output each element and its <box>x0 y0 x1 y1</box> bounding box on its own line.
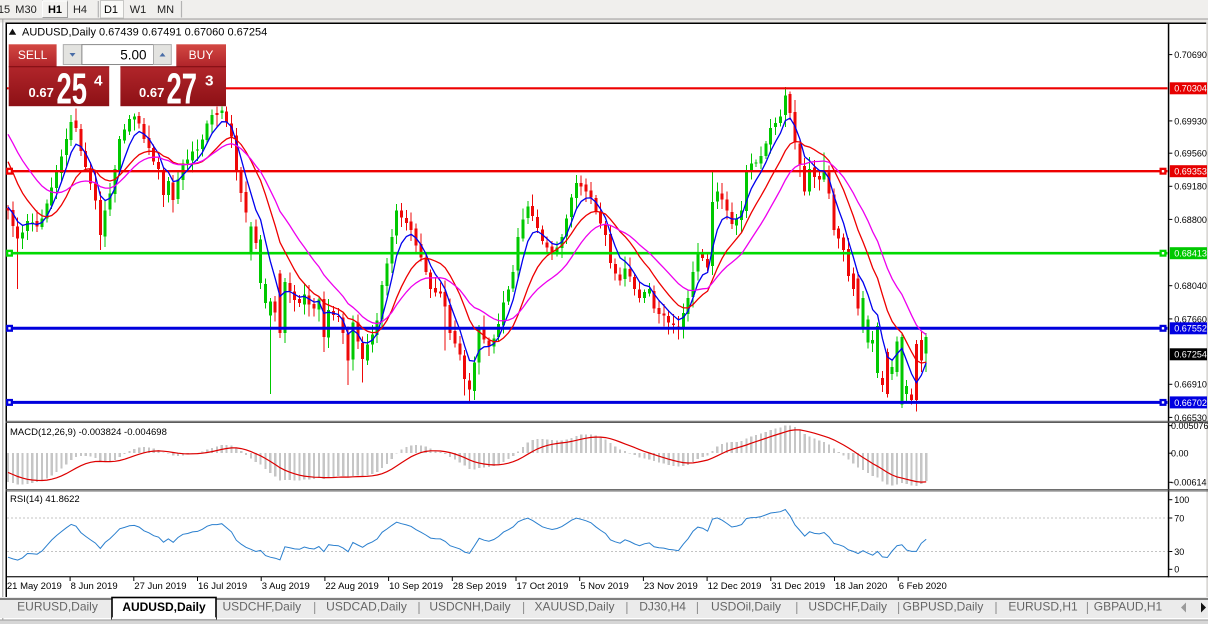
svg-text:70: 70 <box>1174 513 1184 523</box>
svg-text:BUY: BUY <box>189 48 214 62</box>
svg-text:XAUUSD,Daily: XAUUSD,Daily <box>534 600 614 614</box>
svg-text:18 Jan 2020: 18 Jan 2020 <box>835 581 887 592</box>
svg-text:0.69353: 0.69353 <box>1174 167 1207 177</box>
svg-text:USDCHF,Daily: USDCHF,Daily <box>222 600 301 614</box>
svg-text:GBPUSD,Daily: GBPUSD,Daily <box>903 600 984 614</box>
svg-text:0.00: 0.00 <box>1171 449 1189 459</box>
svg-text:0.69180: 0.69180 <box>1174 182 1207 192</box>
svg-text:0: 0 <box>1174 565 1179 575</box>
svg-text:0.66910: 0.66910 <box>1174 380 1207 390</box>
svg-text:0.70304: 0.70304 <box>1174 84 1207 94</box>
svg-text:MACD(12,26,9) -0.003824 -0.004: MACD(12,26,9) -0.003824 -0.004698 <box>10 427 167 438</box>
svg-text:8 Jun 2019: 8 Jun 2019 <box>71 581 118 592</box>
svg-text:USDCAD,Daily: USDCAD,Daily <box>326 600 407 614</box>
svg-text:5 Nov 2019: 5 Nov 2019 <box>580 581 629 592</box>
svg-text:W1: W1 <box>130 4 147 16</box>
svg-text:AUDUSD,Daily: AUDUSD,Daily <box>122 600 206 614</box>
svg-text:15: 15 <box>0 4 10 16</box>
svg-text:0.67660: 0.67660 <box>1174 314 1207 324</box>
svg-text:6 Feb 2020: 6 Feb 2020 <box>899 581 947 592</box>
svg-text:M30: M30 <box>15 4 36 16</box>
svg-text:30: 30 <box>1174 547 1184 557</box>
svg-text:12 Dec 2019: 12 Dec 2019 <box>708 581 762 592</box>
svg-text:28 Sep 2019: 28 Sep 2019 <box>453 581 507 592</box>
svg-text:17 Oct 2019: 17 Oct 2019 <box>517 581 569 592</box>
svg-text:USDOil,Daily: USDOil,Daily <box>711 600 781 614</box>
svg-text:MN: MN <box>157 4 174 16</box>
svg-text:0.67254: 0.67254 <box>1174 350 1207 360</box>
svg-text:0.69560: 0.69560 <box>1174 149 1207 159</box>
svg-text:0.69930: 0.69930 <box>1174 116 1207 126</box>
svg-text:0.66530: 0.66530 <box>1174 413 1207 423</box>
svg-text:100: 100 <box>1174 495 1189 505</box>
svg-text:0.67552: 0.67552 <box>1174 324 1207 334</box>
svg-text:27 Jun 2019: 27 Jun 2019 <box>134 581 186 592</box>
svg-text:EURUSD,Daily: EURUSD,Daily <box>17 600 98 614</box>
svg-text:5.00: 5.00 <box>120 48 146 63</box>
svg-text:USDCNH,Daily: USDCNH,Daily <box>429 600 510 614</box>
svg-text:0.68413: 0.68413 <box>1174 249 1207 259</box>
svg-text:H4: H4 <box>73 4 87 16</box>
svg-text:DJ30,H4: DJ30,H4 <box>639 600 686 614</box>
svg-text:0.67: 0.67 <box>139 85 164 100</box>
svg-text:EURUSD,H1: EURUSD,H1 <box>1008 600 1078 614</box>
svg-text:21 May 2019: 21 May 2019 <box>7 581 62 592</box>
svg-text:-0.00614: -0.00614 <box>1171 478 1207 488</box>
svg-text:0.68040: 0.68040 <box>1174 281 1207 291</box>
svg-text:0.005076: 0.005076 <box>1171 421 1208 431</box>
svg-text:SELL: SELL <box>18 48 48 62</box>
svg-text:0.66702: 0.66702 <box>1174 398 1207 408</box>
svg-text:0.70690: 0.70690 <box>1174 50 1207 60</box>
svg-text:GBPAUD,H1: GBPAUD,H1 <box>1094 600 1163 614</box>
svg-text:H1: H1 <box>48 4 62 16</box>
svg-text:D1: D1 <box>104 4 118 16</box>
svg-text:10 Sep 2019: 10 Sep 2019 <box>389 581 443 592</box>
svg-text:0.67: 0.67 <box>29 85 54 100</box>
svg-text:USDCHF,Daily: USDCHF,Daily <box>808 600 887 614</box>
svg-text:16 Jul 2019: 16 Jul 2019 <box>198 581 247 592</box>
svg-text:31 Dec 2019: 31 Dec 2019 <box>771 581 825 592</box>
svg-text:23 Nov 2019: 23 Nov 2019 <box>644 581 698 592</box>
svg-text:27: 27 <box>167 65 198 114</box>
svg-text:25: 25 <box>57 65 88 114</box>
svg-text:22 Aug 2019: 22 Aug 2019 <box>325 581 378 592</box>
svg-text:0.68800: 0.68800 <box>1174 215 1207 225</box>
svg-text:3: 3 <box>205 73 214 90</box>
svg-text:RSI(14) 41.8622: RSI(14) 41.8622 <box>10 494 80 505</box>
svg-text:AUDUSD,Daily 0.67439 0.67491: AUDUSD,Daily 0.67439 0.67491 0.67060 0.6… <box>22 27 267 39</box>
svg-text:4: 4 <box>94 73 103 90</box>
svg-text:3 Aug 2019: 3 Aug 2019 <box>262 581 310 592</box>
